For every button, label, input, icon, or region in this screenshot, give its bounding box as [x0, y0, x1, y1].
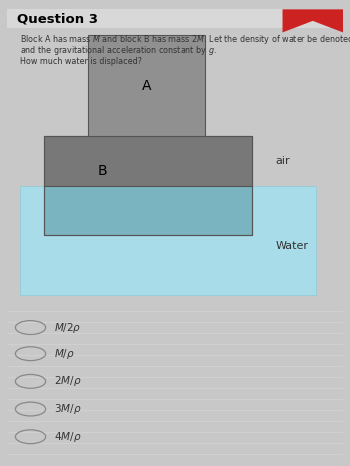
Bar	[88, 35, 205, 137]
Bar	[20, 185, 316, 295]
Text: Block A has mass $M$ and block B has mass $2M$. Let the density of water be deno: Block A has mass $M$ and block B has mas…	[20, 33, 350, 46]
Text: $3M/\rho$: $3M/\rho$	[54, 402, 82, 416]
Text: Question 3: Question 3	[17, 12, 98, 25]
Text: $4M/\rho$: $4M/\rho$	[54, 430, 82, 444]
Bar	[44, 137, 252, 185]
Text: B: B	[98, 164, 107, 178]
Text: $M/2\rho$: $M/2\rho$	[54, 321, 81, 335]
Text: How much water is displaced?: How much water is displaced?	[20, 57, 142, 66]
Bar	[44, 185, 252, 235]
Polygon shape	[282, 9, 343, 33]
Text: air: air	[276, 156, 290, 166]
Text: A: A	[142, 79, 151, 93]
Text: and the gravitational acceleration constant by $g$.: and the gravitational acceleration const…	[20, 44, 217, 57]
Text: $M/\rho$: $M/\rho$	[54, 347, 75, 361]
Text: $2M/\rho$: $2M/\rho$	[54, 374, 82, 388]
Bar	[7, 9, 343, 28]
Bar	[44, 137, 252, 235]
Text: Water: Water	[276, 241, 309, 251]
